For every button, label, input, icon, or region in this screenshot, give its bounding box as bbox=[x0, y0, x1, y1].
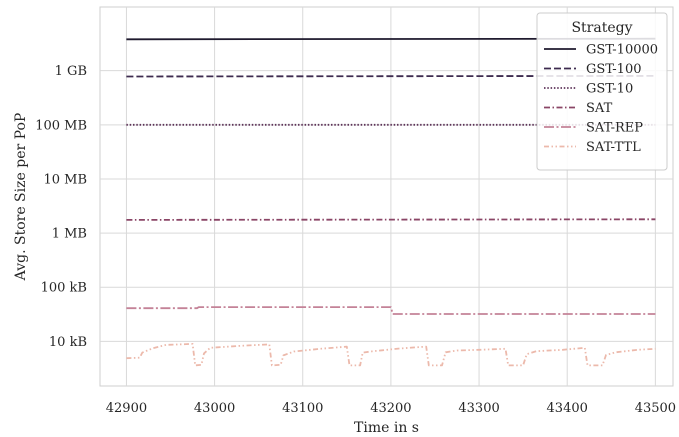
legend-label: GST-100 bbox=[586, 62, 642, 77]
y-tick-label: 1 GB bbox=[55, 64, 87, 79]
y-axis-title: Avg. Store Size per PoP bbox=[13, 113, 29, 282]
legend-label: GST-10000 bbox=[586, 43, 658, 58]
legend: Strategy GST-10000 GST-100 GST-10 SAT SAT-RE… bbox=[536, 12, 668, 171]
grid bbox=[100, 7, 673, 386]
x-tick-label: 43000 bbox=[194, 401, 235, 416]
x-axis-title: Time in s bbox=[354, 420, 419, 436]
x-tick-label: 43500 bbox=[635, 401, 676, 416]
x-tick-label: 43200 bbox=[370, 401, 411, 416]
y-tick-label: 100 kB bbox=[41, 281, 87, 296]
legend-label: GST-10 bbox=[586, 82, 633, 97]
legend-box bbox=[536, 12, 668, 171]
series-line-sat-rep bbox=[126, 306, 656, 315]
series-line-sat-ttl bbox=[126, 342, 656, 367]
legend-label: SAT-REP bbox=[586, 121, 643, 136]
x-tick-label: 43400 bbox=[547, 401, 588, 416]
y-tick-label: 100 MB bbox=[35, 118, 87, 133]
x-tick-label: 42900 bbox=[106, 401, 147, 416]
y-tick-label: 10 MB bbox=[43, 172, 87, 187]
x-tick-labels: 42900 43000 43100 43200 43300 43400 43500 bbox=[106, 401, 676, 416]
legend-title: Strategy bbox=[571, 20, 632, 36]
y-tick-labels: 10 kB 100 kB 1 MB 10 MB 100 MB 1 GB bbox=[35, 64, 87, 350]
y-tick-label: 1 MB bbox=[52, 227, 87, 242]
legend-label: SAT bbox=[586, 101, 613, 116]
legend-items: GST-10000 GST-100 GST-10 SAT SAT-REP SAT-TTL bbox=[544, 43, 658, 155]
legend-label: SAT-TTL bbox=[586, 140, 641, 155]
y-tick-label: 10 kB bbox=[49, 335, 87, 350]
series-line-sat bbox=[126, 218, 656, 221]
x-tick-label: 43300 bbox=[458, 401, 499, 416]
x-tick-label: 43100 bbox=[282, 401, 323, 416]
